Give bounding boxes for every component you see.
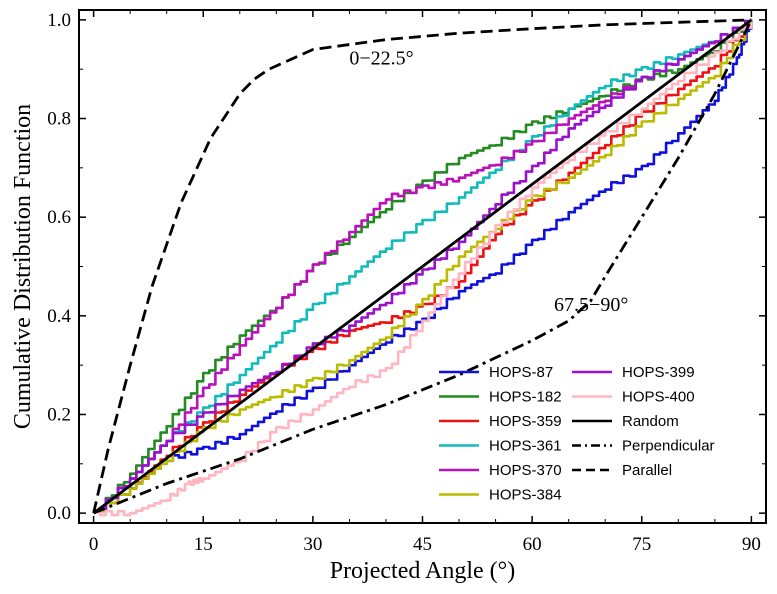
legend-label: HOPS-182: [489, 389, 562, 406]
legend-label: HOPS-370: [489, 462, 562, 479]
annotation-label: 67.5−90°: [554, 294, 628, 316]
y-tick-label: 0.4: [47, 306, 71, 327]
series-random: [92, 18, 753, 515]
annotation-layer: 0−22.5° 67.5−90°: [349, 47, 628, 316]
legend-label: HOPS-87: [489, 364, 553, 381]
legend-label: HOPS-359: [489, 413, 562, 430]
y-tick-label: 1.0: [47, 10, 71, 31]
plot-frame: [78, 9, 767, 524]
ticks-layer: 0 15 30 45 60 75 90 0.0 0.2 0.4 0.6 0.8 1.0: [47, 10, 766, 555]
x-tick-label: 90: [742, 534, 761, 555]
series-hops-400: [93, 19, 753, 517]
annotation-label: 0−22.5°: [349, 47, 413, 69]
legend-label: Perpendicular: [622, 438, 715, 455]
series-parallel: [92, 18, 752, 514]
x-tick-label: 15: [194, 534, 213, 555]
y-tick-label: 0.6: [47, 207, 71, 228]
x-tick-label: 75: [632, 534, 651, 555]
legend-label: HOPS-361: [489, 438, 562, 455]
legend-label: HOPS-384: [489, 487, 562, 504]
legend-label: Parallel: [622, 462, 672, 479]
x-tick-label: 0: [89, 534, 99, 555]
y-tick-label: 0.0: [47, 503, 71, 524]
series-hops-384: [93, 19, 753, 513]
legend-label: HOPS-399: [622, 364, 695, 381]
y-tick-label: 0.2: [47, 404, 71, 425]
series-hops-399: [93, 19, 753, 513]
series-layer: [92, 18, 753, 517]
x-tick-label: 60: [523, 534, 542, 555]
legend-label: Random: [622, 413, 679, 430]
x-axis-title: Projected Angle (°): [330, 558, 516, 584]
y-axis-title: Cumulative Distribution Function: [10, 104, 36, 429]
x-tick-label: 45: [413, 534, 432, 555]
legend-label: HOPS-400: [622, 389, 695, 406]
series-perpendicular: [93, 19, 753, 515]
y-tick-label: 0.8: [47, 109, 71, 130]
legend: HOPS-87 HOPS-182 HOPS-359 HOPS-361 HOPS-370 H…: [439, 364, 715, 504]
x-tick-label: 30: [303, 534, 322, 555]
series-hops-361: [93, 19, 753, 513]
series-hops-87: [93, 19, 753, 513]
